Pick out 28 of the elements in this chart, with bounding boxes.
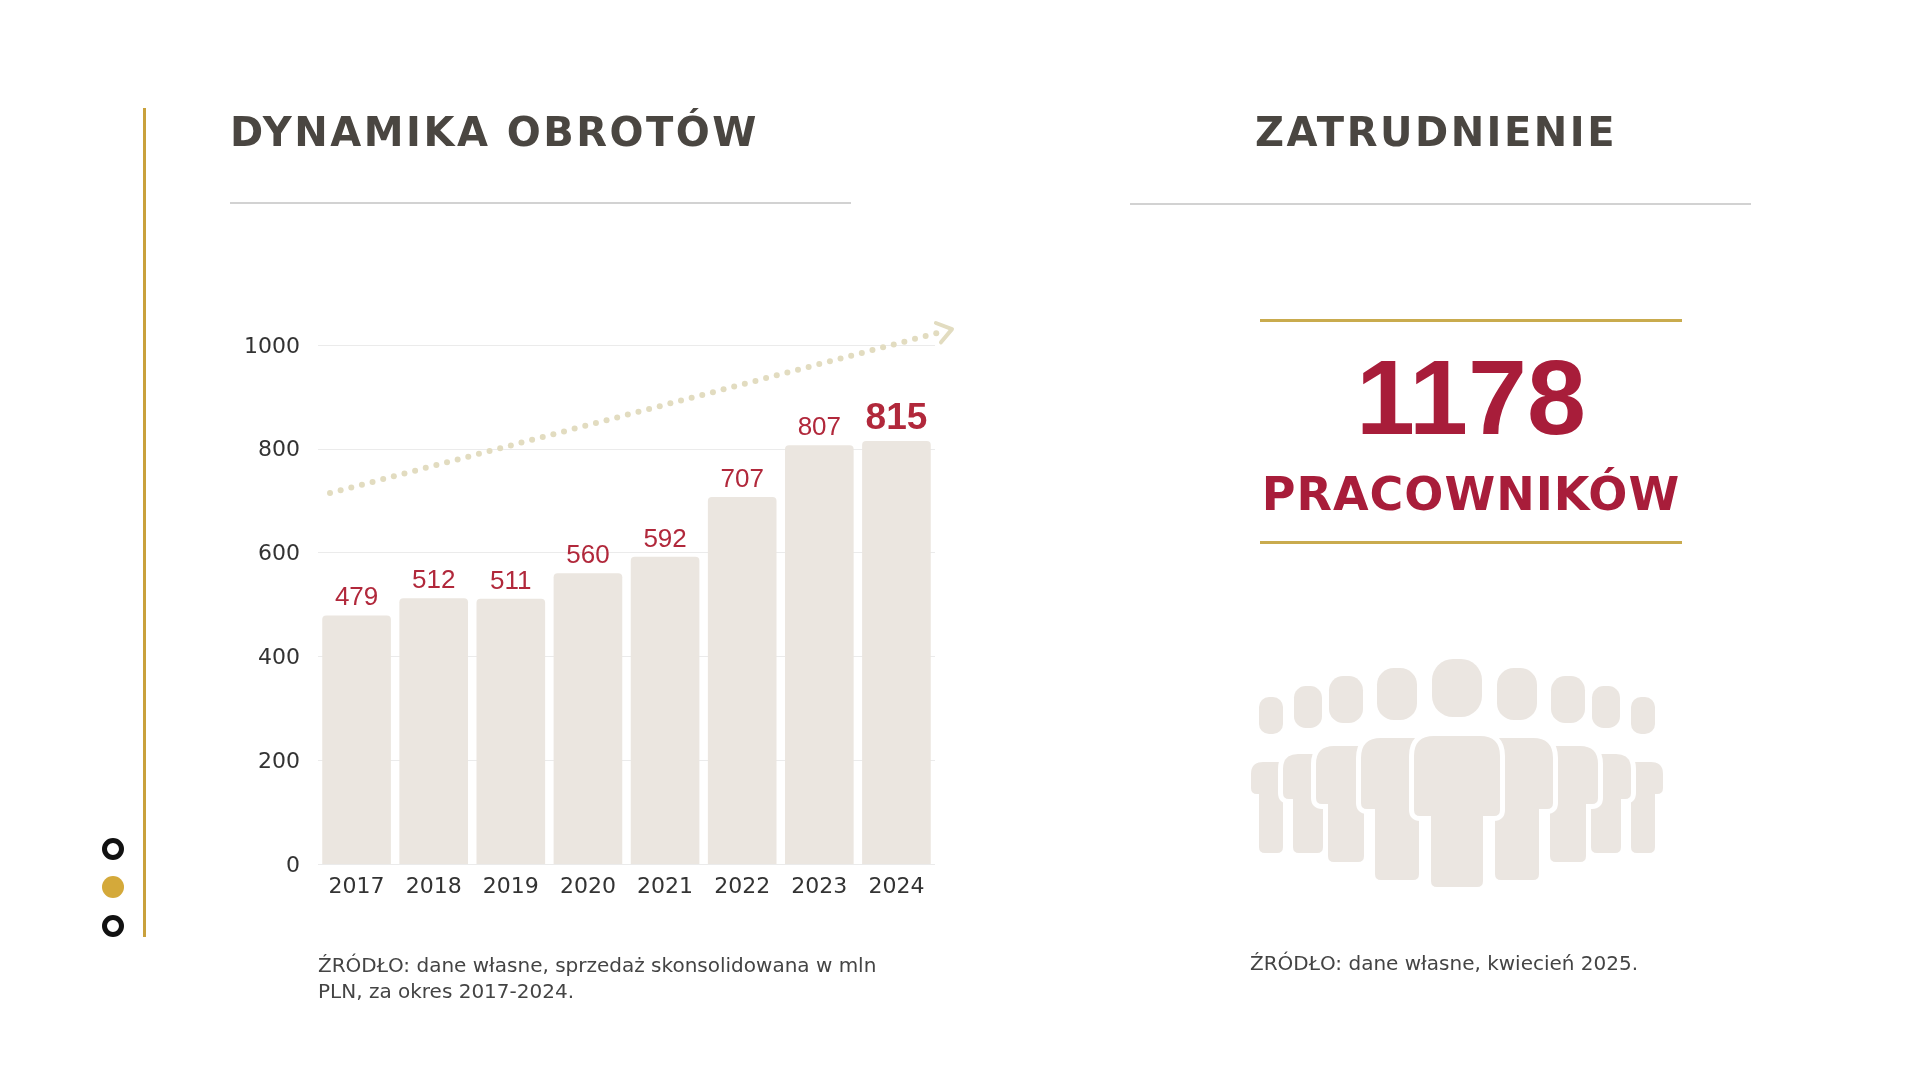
text: ŹRÓDŁO: dane własne, kwiecień 2025. — [1250, 950, 1640, 976]
y-tick-label: 200 — [258, 747, 300, 773]
x-tick-label: 2020 — [559, 872, 616, 898]
y-tick-label: 800 — [258, 436, 300, 462]
data-label: 592 — [643, 522, 687, 553]
y-tick-label: 600 — [258, 540, 300, 566]
y-tick-label: 1000 — [244, 332, 300, 358]
x-tick-label: 2024 — [868, 872, 925, 898]
x-tick-label: 2017 — [328, 872, 385, 898]
x-tick-label: 2023 — [791, 872, 848, 898]
x-tick-label: 2022 — [714, 872, 771, 898]
text: ZATRUDNIENIE — [1254, 108, 1618, 156]
x-tick-label: 2021 — [637, 872, 694, 898]
chart-title: DYNAMIKA OBROTÓW — [230, 108, 759, 156]
y-tick-label: 400 — [258, 643, 300, 669]
x-tick-label: 2019 — [482, 872, 539, 898]
data-label: 512 — [411, 564, 456, 595]
text: 1178 — [1355, 338, 1587, 456]
data-label: 807 — [797, 411, 842, 442]
data-label: 479 — [334, 581, 379, 612]
text: PRACOWNIKÓW — [1260, 467, 1682, 521]
x-tick-label: 2018 — [405, 872, 462, 898]
data-label: 815 — [865, 396, 928, 438]
text: ŹRÓDŁO: dane własne, sprzedaż skonsolidowana w mln PLN, za okres 2017-2024. — [318, 952, 878, 1004]
data-label: 511 — [490, 564, 532, 595]
data-label: 707 — [720, 463, 764, 494]
data-label: 560 — [566, 539, 610, 570]
y-tick-label: 0 — [286, 851, 300, 877]
